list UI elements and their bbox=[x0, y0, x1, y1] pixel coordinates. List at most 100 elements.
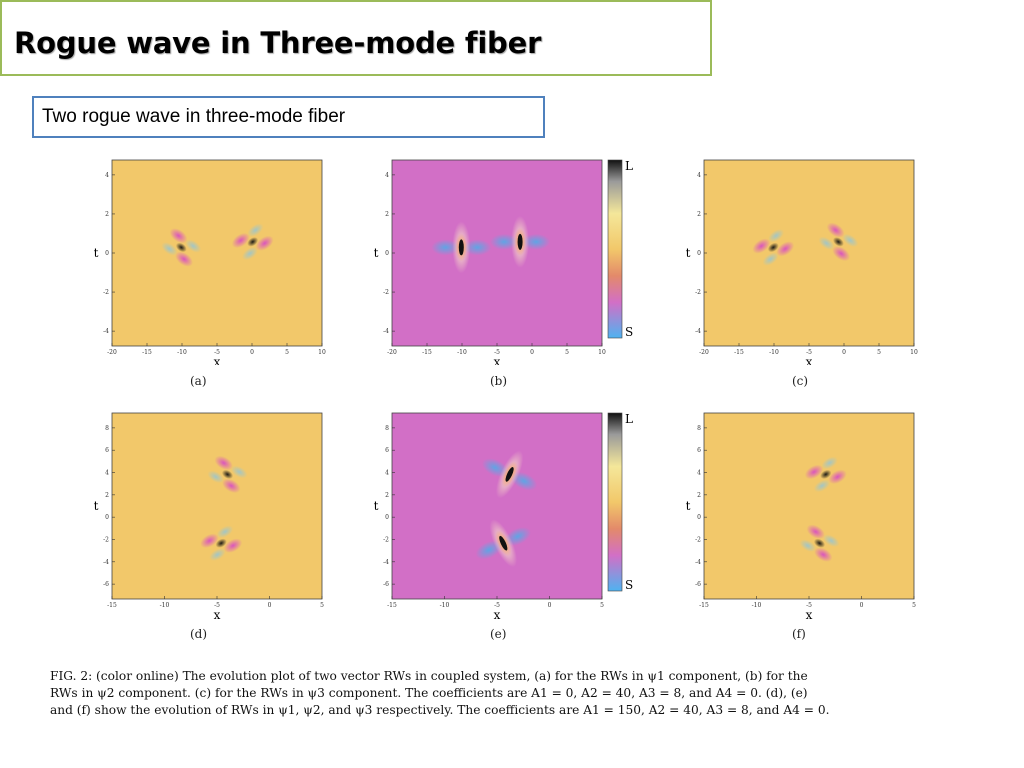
panel-e: -15 -10 -5 0 5 8 6 4 2 0 -2 -4 -6 x t L S bbox=[368, 405, 638, 622]
y-tick-label: -2 bbox=[383, 536, 389, 543]
rogue-wave-peak bbox=[200, 525, 243, 561]
x-tick-label: 10 bbox=[318, 349, 326, 356]
y-tick-label: 4 bbox=[385, 172, 389, 179]
x-tick-label: 0 bbox=[268, 602, 272, 609]
panel-label-c: (c) bbox=[792, 374, 809, 388]
x-axis-label: x bbox=[494, 355, 501, 365]
y-tick-label: 6 bbox=[697, 447, 701, 454]
y-tick-label: 8 bbox=[105, 425, 109, 432]
x-tick-label: 0 bbox=[530, 349, 534, 356]
colorbar-top-label: L bbox=[625, 159, 633, 173]
x-tick-label: -15 bbox=[387, 602, 397, 609]
rogue-wave-peak bbox=[475, 519, 531, 568]
y-tick-label: 2 bbox=[385, 492, 389, 499]
panel-d: -15 -10 -5 0 5 8 6 4 2 0 -2 -4 -6 x t bbox=[88, 405, 338, 622]
y-axis-label: t bbox=[94, 499, 99, 513]
title-box: Rogue wave in Three-mode fiber bbox=[0, 0, 712, 76]
y-tick-label: 2 bbox=[697, 492, 701, 499]
y-axis-label: t bbox=[374, 246, 379, 260]
x-tick-label: -5 bbox=[494, 602, 500, 609]
x-tick-label: -5 bbox=[214, 349, 220, 356]
y-tick-label: 4 bbox=[105, 470, 109, 477]
x-tick-label: -20 bbox=[387, 349, 397, 356]
y-tick-label: -4 bbox=[103, 328, 109, 335]
x-axis-label: x bbox=[806, 355, 813, 365]
colorbar-bottom-label: S bbox=[625, 578, 633, 592]
y-tick-label: -2 bbox=[695, 289, 701, 296]
y-tick-label: 0 bbox=[385, 250, 389, 257]
y-tick-label: 0 bbox=[105, 514, 109, 521]
y-tick-label: -4 bbox=[383, 328, 389, 335]
colorbar-bottom-label: S bbox=[625, 325, 633, 339]
panel-label-f: (f) bbox=[792, 627, 806, 641]
y-tick-label: 8 bbox=[385, 425, 389, 432]
colorbar bbox=[607, 412, 623, 592]
x-tick-label: 10 bbox=[910, 349, 918, 356]
panel-label-b: (b) bbox=[490, 374, 508, 388]
x-tick-label: -20 bbox=[699, 349, 709, 356]
y-tick-label: -4 bbox=[695, 328, 701, 335]
x-tick-label: -5 bbox=[806, 349, 812, 356]
y-tick-label: -2 bbox=[695, 536, 701, 543]
y-tick-label: 0 bbox=[105, 250, 109, 257]
panel-f: -15 -10 -5 0 5 8 6 4 2 0 -2 -4 -6 x t bbox=[680, 405, 930, 622]
plot-svg: -20 -15 -10 -5 0 5 10 4 2 0 -2 -4 x t L S bbox=[374, 159, 634, 369]
rogue-wave-peak bbox=[161, 228, 202, 267]
panel-label-d: (d) bbox=[190, 627, 208, 641]
y-tick-label: 2 bbox=[385, 211, 389, 218]
subtitle-box: Two rogue wave in three-mode fiber bbox=[32, 96, 545, 138]
x-tick-label: 5 bbox=[600, 602, 604, 609]
x-tick-label: -20 bbox=[107, 349, 117, 356]
y-tick-label: 4 bbox=[697, 172, 701, 179]
y-tick-label: 0 bbox=[697, 514, 701, 521]
y-axis-label: t bbox=[686, 246, 691, 260]
x-tick-label: -10 bbox=[752, 602, 762, 609]
x-tick-label: 5 bbox=[565, 349, 569, 356]
x-tick-label: -15 bbox=[107, 602, 117, 609]
x-axis-label: x bbox=[214, 355, 221, 365]
x-tick-label: 5 bbox=[877, 349, 881, 356]
panel-label-a: (a) bbox=[190, 374, 207, 388]
colorbar bbox=[607, 159, 623, 339]
x-tick-label: -5 bbox=[214, 602, 220, 609]
x-axis-label: x bbox=[494, 608, 501, 620]
y-axis-label: t bbox=[686, 499, 691, 513]
y-axis-label: t bbox=[94, 246, 99, 260]
x-tick-label: 0 bbox=[860, 602, 864, 609]
y-tick-label: -4 bbox=[383, 559, 389, 566]
x-tick-label: 10 bbox=[598, 349, 606, 356]
y-axis-label: t bbox=[374, 499, 379, 513]
plot-svg: -15 -10 -5 0 5 8 6 4 2 0 -2 -4 -6 x t L S bbox=[374, 412, 634, 622]
y-tick-label: -6 bbox=[103, 581, 109, 588]
plot-svg: -20 -15 -10 -5 0 5 10 4 2 0 -2 -4 x t bbox=[94, 159, 326, 369]
x-tick-label: 5 bbox=[285, 349, 289, 356]
y-tick-label: -4 bbox=[103, 559, 109, 566]
y-tick-label: 4 bbox=[105, 172, 109, 179]
x-tick-label: 0 bbox=[548, 602, 552, 609]
caption-line: FIG. 2: (color online) The evolution plo… bbox=[50, 669, 808, 683]
x-tick-label: -10 bbox=[177, 349, 187, 356]
x-tick-label: -15 bbox=[142, 349, 152, 356]
plot-background bbox=[704, 160, 914, 346]
y-tick-label: 2 bbox=[105, 492, 109, 499]
rogue-wave-peak bbox=[818, 222, 859, 262]
panel-label-e: (e) bbox=[490, 627, 507, 641]
rogue-wave-peak bbox=[752, 229, 795, 266]
x-tick-label: -5 bbox=[494, 349, 500, 356]
x-tick-label: -10 bbox=[769, 349, 779, 356]
panel-a: -20 -15 -10 -5 0 5 10 4 2 0 -2 -4 x t bbox=[88, 150, 338, 369]
x-tick-label: 0 bbox=[250, 349, 254, 356]
y-tick-label: -2 bbox=[103, 536, 109, 543]
plot-background bbox=[112, 413, 322, 599]
x-tick-label: -5 bbox=[806, 602, 812, 609]
y-tick-label: -4 bbox=[695, 559, 701, 566]
y-tick-label: -6 bbox=[695, 581, 701, 588]
plot-background bbox=[112, 160, 322, 346]
slide-subtitle: Two rogue wave in three-mode fiber bbox=[42, 106, 346, 127]
panel-c: -20 -15 -10 -5 0 5 10 4 2 0 -2 -4 x t bbox=[680, 150, 930, 369]
x-tick-label: -15 bbox=[699, 602, 709, 609]
rogue-wave-peak bbox=[481, 450, 538, 499]
caption-line: and (f) show the evolution of RWs in ψ1,… bbox=[50, 703, 830, 717]
x-tick-label: 0 bbox=[842, 349, 846, 356]
figure-caption: FIG. 2: (color online) The evolution plo… bbox=[50, 668, 970, 719]
